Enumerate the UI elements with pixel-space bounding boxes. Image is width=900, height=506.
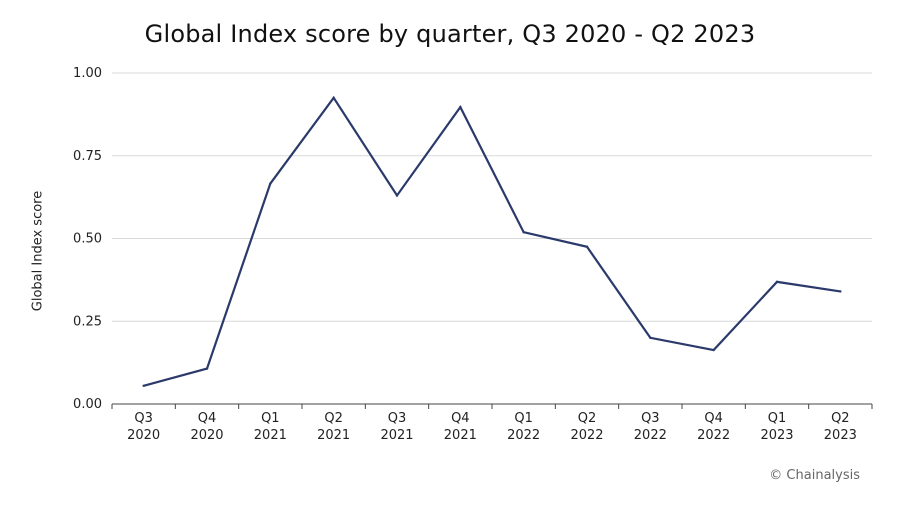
x-tick-label-year: 2021: [444, 428, 477, 443]
x-tick-label-year: 2021: [254, 428, 287, 443]
data-point: [395, 194, 399, 197]
x-tick-label-year: 2023: [760, 428, 793, 443]
x-tick-label: Q3: [134, 411, 153, 426]
chart-title: Global Index score by quarter, Q3 2020 -…: [144, 20, 756, 48]
x-tick-label-year: 2022: [507, 428, 540, 443]
x-tick-label: Q2: [831, 411, 850, 426]
x-tick-label: Q1: [768, 411, 787, 426]
x-tick-label: Q4: [704, 411, 723, 426]
x-tick-label: Q3: [641, 411, 660, 426]
x-tick-label-year: 2021: [317, 428, 350, 443]
data-point: [205, 367, 209, 370]
x-tick-label-year: 2023: [824, 428, 857, 443]
x-tick-label: Q4: [451, 411, 470, 426]
data-point: [839, 290, 842, 293]
data-point: [649, 336, 652, 339]
x-tick-label-year: 2022: [634, 428, 667, 443]
x-tick-label: Q1: [261, 411, 280, 426]
y-tick-label: 0.75: [73, 149, 102, 164]
x-tick-label-year: 2020: [127, 428, 160, 443]
data-point: [269, 182, 272, 185]
series-line: [143, 95, 841, 387]
y-tick-label: 1.00: [73, 66, 102, 81]
x-tick-label-year: 2020: [190, 428, 223, 443]
data-point: [142, 384, 145, 387]
data-point: [585, 245, 589, 248]
data-point: [712, 348, 715, 352]
y-tick-label: 0.25: [73, 314, 102, 329]
x-tick-label-year: 2021: [380, 428, 413, 443]
data-point: [522, 231, 525, 234]
x-tick-label: Q4: [198, 411, 217, 426]
data-point: [459, 105, 462, 109]
x-tick-label: Q1: [514, 411, 533, 426]
data-point: [332, 96, 335, 100]
x-tick-label-year: 2022: [570, 428, 603, 443]
data-point: [775, 280, 779, 284]
chainalysis-credit: © Chainalysis: [769, 468, 860, 483]
x-tick-label-year: 2022: [697, 428, 730, 443]
y-tick-label: 0.50: [73, 232, 102, 247]
x-tick-label: Q2: [324, 411, 343, 426]
y-tick-label: 0.00: [73, 397, 102, 412]
x-tick-label: Q2: [578, 411, 597, 426]
x-tick-label: Q3: [388, 411, 407, 426]
